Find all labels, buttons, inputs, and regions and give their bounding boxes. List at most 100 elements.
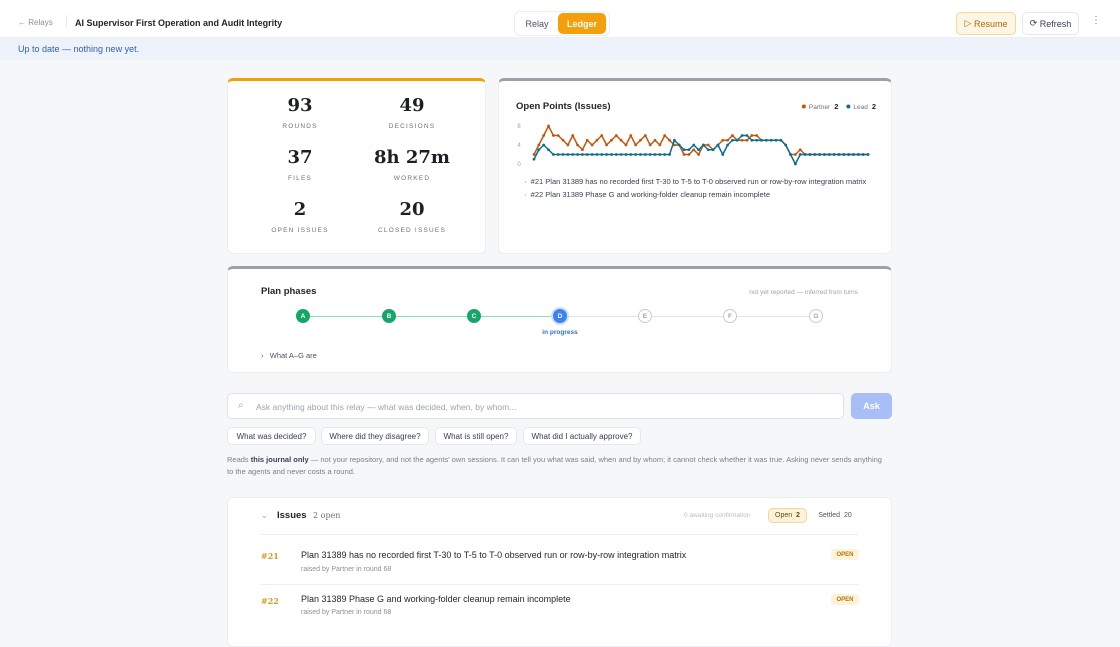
open-summary: 2 open [313, 511, 341, 520]
stat-value: 37 [287, 147, 313, 168]
series-dot [745, 134, 749, 137]
series-dot [624, 143, 628, 147]
series-dot [798, 153, 802, 156]
series-dot [614, 134, 618, 137]
series-dot [706, 148, 710, 152]
series-dot [556, 134, 560, 137]
series-dot [566, 153, 570, 156]
series-dot [750, 134, 754, 137]
phase-node: A [296, 309, 310, 323]
series-dot [692, 148, 696, 152]
series-dot [547, 124, 550, 128]
series-dot [571, 134, 575, 137]
series-dot [697, 153, 700, 156]
series-dot [682, 148, 686, 152]
series-dot [735, 138, 739, 142]
stat-label: WORKED [393, 175, 431, 182]
ask-button[interactable]: Ask [851, 393, 892, 419]
top-bar: ← Relays AI Supervisor First Operation a… [0, 0, 1120, 38]
more-menu[interactable]: ⋮ [1091, 15, 1101, 26]
back-link[interactable]: ← Relays [18, 18, 53, 27]
series-dot [600, 153, 604, 156]
series-dot [832, 153, 836, 156]
series-dot [639, 138, 642, 142]
tab-group [514, 11, 610, 36]
ask-input[interactable]: ⌕ Ask anything about this relay — what w… [227, 393, 844, 419]
filter-label: Open [775, 512, 793, 519]
series-dot [731, 134, 734, 137]
issue-meta: raised by Partner in round 68 [301, 566, 392, 573]
y-tick-label: 8 [517, 124, 521, 130]
series-dot [590, 153, 594, 156]
issues-title: Issues [277, 510, 307, 521]
stat-label: OPEN ISSUES [271, 227, 329, 234]
awaiting-count: 0 awaiting confirmation [684, 512, 751, 519]
series-dot [668, 153, 671, 156]
series-dot [566, 143, 570, 147]
series-dot [605, 153, 609, 156]
refresh-label: Refresh [1039, 18, 1072, 29]
y-tick-label: 4 [517, 143, 521, 149]
series-dot [571, 153, 575, 156]
series-dot [634, 153, 638, 156]
series-dot [537, 143, 541, 147]
phase-node: B [382, 309, 396, 323]
suggestion-chip[interactable]: What was decided? [227, 427, 316, 445]
divider [261, 534, 858, 535]
tab-relay[interactable]: Relay [525, 18, 549, 29]
series-dot [677, 143, 681, 147]
series-dot [779, 138, 783, 142]
stat-value: 49 [399, 95, 425, 116]
series-dot [861, 153, 865, 156]
phases-title: Plan phases [261, 286, 317, 297]
suggestion-chip[interactable]: Where did they disagree? [321, 427, 429, 445]
series-dot [716, 143, 720, 147]
filter-open[interactable]: Open 2 [768, 508, 807, 523]
tab-ledger[interactable]: Ledger [558, 13, 606, 34]
suggestion-chip[interactable]: What did I actually approve? [523, 427, 641, 445]
footnote-text: — not your repository, and not the agent… [227, 455, 882, 476]
filter-settled[interactable]: Settled 20 [812, 508, 858, 523]
series-dot [852, 153, 855, 156]
series-dot [697, 148, 700, 152]
suggestion-chip[interactable]: What is still open? [435, 427, 517, 445]
legend-swatch [801, 104, 806, 109]
issue-id: #22 [261, 596, 279, 606]
divider [261, 584, 858, 585]
series-dot [532, 153, 536, 156]
series-dot [726, 143, 730, 147]
series-dot [547, 148, 550, 152]
series-dot [585, 138, 589, 142]
y-tick-label: 0 [517, 162, 521, 168]
series-dot [823, 153, 826, 156]
series-dot [818, 153, 821, 156]
series-dot [581, 148, 584, 152]
stat-label: FILES [287, 175, 313, 182]
footnote: Reads this journal only — not your repos… [227, 454, 887, 478]
resume-button[interactable]: ▷ Resume [956, 12, 1016, 35]
series-dot [600, 134, 604, 137]
series-dot [561, 138, 565, 142]
series-dot [605, 143, 609, 147]
issue-status: OPEN [831, 549, 859, 560]
series-dot [590, 143, 594, 147]
issue-text[interactable]: Plan 31389 has no recorded first T-30 to… [301, 550, 687, 560]
refresh-button[interactable]: ⟳ Refresh [1022, 12, 1079, 35]
series-line [533, 125, 868, 156]
footnote-text: Reads [227, 455, 251, 464]
toggle-label: What A–G are [269, 351, 317, 360]
series-dot [610, 153, 613, 156]
collapse-icon[interactable]: ⌄ [261, 511, 268, 520]
issue-text[interactable]: Plan 31389 Phase G and working-folder cl… [301, 594, 571, 604]
phases-toggle[interactable]: › What A–G are [261, 351, 317, 360]
series-dot [551, 134, 555, 137]
series-dot [614, 153, 618, 156]
series-dot [692, 143, 696, 147]
series-dot [629, 134, 633, 137]
series-dot [711, 148, 715, 152]
series-dot [576, 143, 579, 147]
series-dot [842, 153, 846, 156]
series-dot [731, 138, 734, 142]
